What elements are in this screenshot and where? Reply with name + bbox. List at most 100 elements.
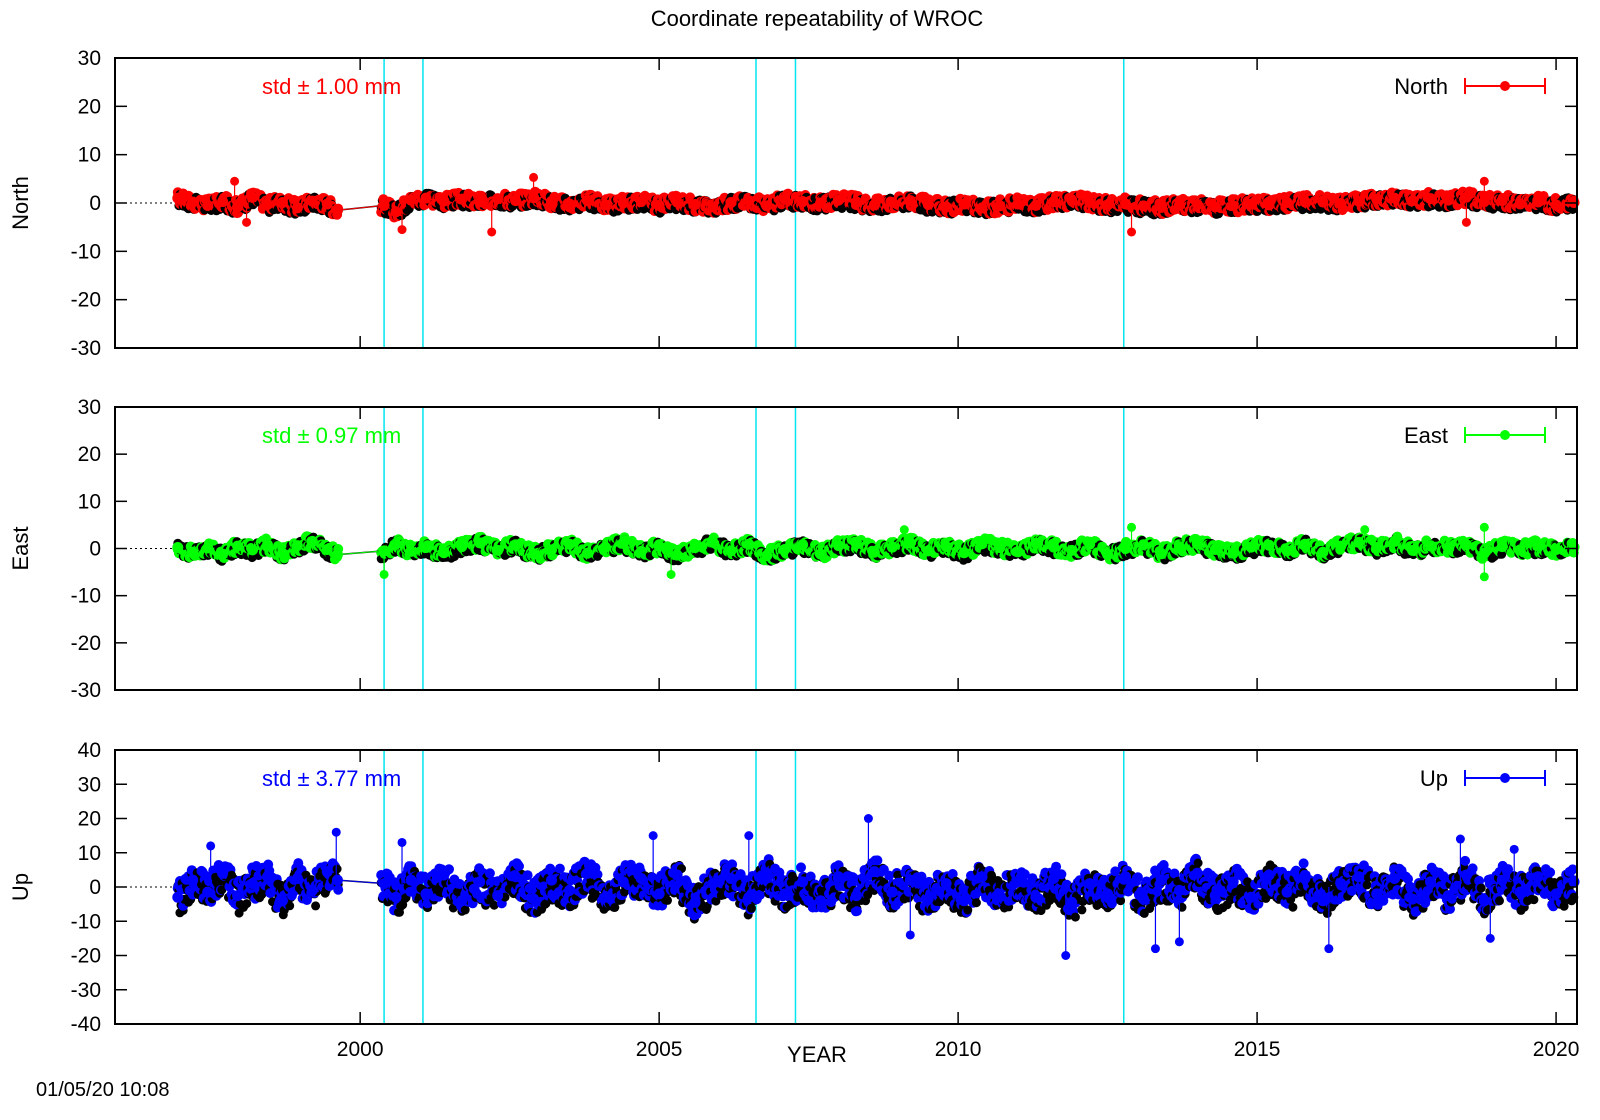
chart-title: Coordinate repeatability of WROC [651,6,984,31]
north-point [1120,198,1132,210]
north-point [599,199,611,211]
north-point [1084,197,1096,209]
y-tick-label: 10 [78,144,101,167]
north-point [1442,194,1454,206]
north-point [1299,196,1311,208]
north-point [1389,192,1401,204]
north-point [492,193,504,205]
north-point [1550,199,1562,211]
north-point [1263,199,1275,211]
north-point [868,199,880,211]
north-point [886,197,898,209]
outlier-point [242,217,252,227]
north-point [653,199,665,211]
north-point [940,201,952,213]
outlier-point [1461,217,1471,227]
north-point [276,197,288,209]
north-point [1353,195,1365,207]
north-point [1209,201,1221,213]
north-point [1496,195,1508,207]
north-point [306,195,318,207]
north-point [1335,197,1347,209]
north-point [976,202,988,214]
north-point [331,204,343,216]
north-point [689,198,701,210]
north-point [202,199,214,211]
north-point [904,195,916,207]
north-point [1048,196,1060,208]
outlier-point [230,176,240,186]
north-point [1245,198,1257,210]
north-point [405,194,417,206]
north-point [438,195,450,207]
y-tick-label: 20 [78,95,101,118]
north-point [510,195,522,207]
north-point [291,202,303,214]
north-point [1012,198,1024,210]
north-point [321,198,333,210]
north-point [1281,197,1293,209]
north-point [671,196,683,208]
north-point [958,198,970,210]
y-tick-label: -30 [71,337,101,360]
north-point [1532,196,1544,208]
y-tick-label: 30 [78,47,101,70]
north-point [563,198,575,210]
north-point [390,206,402,218]
outlier-point [1127,227,1137,237]
panel-north: 30 20 10 0 -10 -20 -30 North std ± 1.00 mm North [8,47,1580,360]
north-point [378,199,390,211]
north-point [1066,194,1078,206]
north-point [1030,199,1042,211]
north-point [1137,200,1149,212]
north-point [635,196,647,208]
north-point [172,192,184,204]
north-point [1155,201,1167,213]
north-point [617,197,629,209]
legend-label: North [1394,74,1448,99]
north-point [247,191,259,203]
north-point [1371,193,1383,205]
north-point [217,196,229,208]
north-point [474,196,486,208]
outlier-point [529,172,539,182]
north-point [420,192,432,204]
std-annotation: std ± 1.00 mm [262,74,401,99]
north-point [761,200,773,212]
north-point [546,196,558,208]
y-axis-label: North [8,176,33,230]
north-point [1191,198,1203,210]
north-point [1173,199,1185,211]
outlier-point [487,227,497,237]
y-tick-label: 0 [89,192,101,215]
north-point [707,201,719,213]
north-point [1317,196,1329,208]
y-tick-label: -10 [71,240,101,263]
legend-marker [1500,81,1510,91]
north-point [815,197,827,209]
north-point [743,195,755,207]
north-point [261,198,273,210]
north-point [833,194,845,206]
north-point [1407,195,1419,207]
outlier-point [397,225,407,235]
north-point [850,196,862,208]
north-point [922,198,934,210]
north-point [232,201,244,213]
north-point [1514,198,1526,210]
north-point [725,197,737,209]
y-tick-label: -20 [71,289,101,312]
north-point [1425,193,1437,205]
north-point [1227,200,1239,212]
north-point [797,196,809,208]
north-point [1102,199,1114,211]
north-point [779,193,791,205]
outlier-point [1479,176,1489,186]
north-point [456,193,468,205]
north-point [187,196,199,208]
north-point [581,195,593,207]
north-point [1460,191,1472,203]
